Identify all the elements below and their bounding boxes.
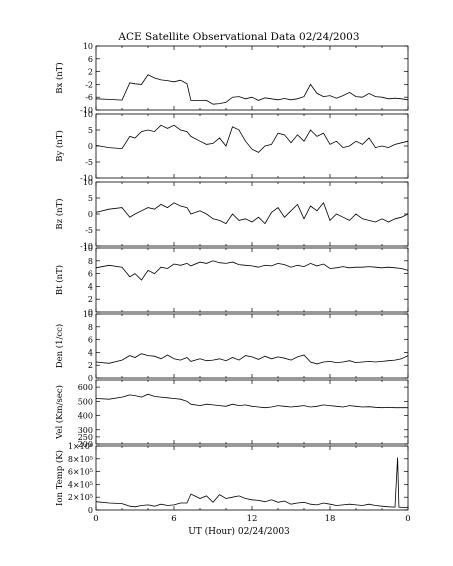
y-tick-label: 2 xyxy=(88,68,93,77)
y-axis-label: By (nT) xyxy=(54,130,65,162)
series-line xyxy=(95,260,409,281)
y-tick-label: 200 xyxy=(78,440,93,449)
y-tick-label: 2×10⁵ xyxy=(68,493,93,502)
panel-4: 0 2 4 6 8 10 Bt (nT) xyxy=(54,244,409,317)
y-tick-label: 10 xyxy=(83,178,93,187)
panel-frame xyxy=(95,45,409,111)
series-line xyxy=(95,457,408,508)
y-tick-label: 250 xyxy=(78,433,93,442)
panel-frame xyxy=(95,313,409,379)
x-axis-label: UT (Hour) 02/24/2003 xyxy=(188,526,290,537)
x-tick-labels: 0 6 12 18 0 xyxy=(93,514,410,524)
y-axis-label: Bz (nT) xyxy=(54,198,65,229)
y-axis-label: Den (1/cc) xyxy=(54,324,65,368)
panel-frame xyxy=(95,379,409,445)
y-tick-label: 8×10⁵ xyxy=(68,455,93,464)
y-tick-label: 0 xyxy=(88,142,93,151)
series-line xyxy=(95,202,409,225)
y-tick-label: 6 xyxy=(88,336,93,345)
y-tick-label: 0 xyxy=(88,374,93,383)
y-tick-label: 10 xyxy=(83,110,93,119)
series-line xyxy=(95,353,409,365)
x-tick-label: 18 xyxy=(325,514,336,524)
x-tick-label: 0 xyxy=(405,514,410,524)
y-axis-label: Vel (Km/sec) xyxy=(54,385,65,440)
panel-2: -10 -5 0 5 10 By (nT) xyxy=(54,110,409,183)
x-tick-label: 0 xyxy=(93,514,98,524)
y-tick-label: -10 xyxy=(80,174,93,183)
y-tick-label: 1×10⁶ xyxy=(68,442,93,451)
y-tick-label: 500 xyxy=(78,397,93,406)
y-tick-label: -5 xyxy=(85,226,93,235)
y-tick-label: 2 xyxy=(88,295,93,304)
y-tick-label: 8 xyxy=(88,257,93,266)
chart-title: ACE Satellite Observational Data 02/24/2… xyxy=(117,31,359,43)
y-tick-label: 6 xyxy=(88,55,93,64)
y-tick-label: 6 xyxy=(88,270,93,279)
x-tick-label: 12 xyxy=(247,514,258,524)
panels-group: -10 -6 -2 2 6 10 Bx (nT) -10 -5 0 5 10 By (nT) -10 -5 0… xyxy=(54,42,409,515)
y-tick-label: 10 xyxy=(83,244,93,253)
y-tick-label: -6 xyxy=(85,93,93,102)
y-tick-label: 600 xyxy=(78,383,93,392)
y-tick-label: 4 xyxy=(88,282,93,291)
y-tick-label: -10 xyxy=(80,242,93,251)
panel-5: 0 2 4 6 8 10 Den (1/cc) xyxy=(54,310,409,383)
panel-frame xyxy=(95,113,409,179)
series-line xyxy=(95,393,408,409)
y-tick-label: 400 xyxy=(78,412,93,421)
y-tick-label: 0 xyxy=(88,308,93,317)
series-line xyxy=(95,124,409,153)
panel-frame xyxy=(95,181,409,247)
y-axis-label: Bx (nT) xyxy=(54,62,65,94)
y-tick-label: -2 xyxy=(85,80,93,89)
y-tick-label: 2 xyxy=(88,361,93,370)
y-tick-label: 300 xyxy=(78,426,93,435)
y-tick-label: -10 xyxy=(80,106,93,115)
series-line xyxy=(95,74,409,105)
y-tick-label: 5 xyxy=(88,194,93,203)
y-tick-label: 0 xyxy=(88,506,93,515)
y-tick-label: 5 xyxy=(88,126,93,135)
y-axis-label: Bt (nT) xyxy=(54,265,65,295)
y-tick-label: 0 xyxy=(88,210,93,219)
x-tick-label: 6 xyxy=(171,514,176,524)
y-tick-label: 10 xyxy=(83,310,93,319)
panel-frame xyxy=(95,445,409,511)
y-tick-label: 6×10⁵ xyxy=(68,468,93,477)
y-tick-label: 4 xyxy=(88,348,93,357)
y-tick-label: -5 xyxy=(85,158,93,167)
panel-frame xyxy=(95,247,409,313)
y-tick-label: 8 xyxy=(88,323,93,332)
y-tick-label: 4×10⁵ xyxy=(68,480,93,489)
y-axis-label: Ion Temp (K) xyxy=(54,450,65,506)
panel-3: -10 -5 0 5 10 Bz (nT) xyxy=(54,178,409,251)
panel-1: -10 -6 -2 2 6 10 Bx (nT) xyxy=(54,42,409,115)
y-tick-label: 10 xyxy=(83,42,93,51)
